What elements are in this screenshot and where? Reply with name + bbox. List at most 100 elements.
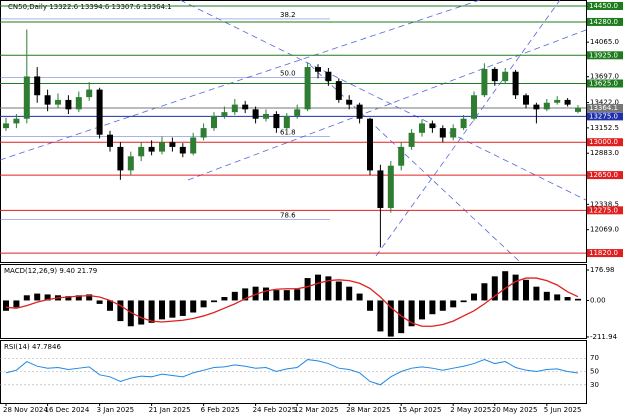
candle-body [252,109,259,119]
macd-bar [23,295,30,301]
level-label: 13625.0 [589,79,618,87]
macd-bar [460,300,467,303]
candle-body [502,71,509,82]
candle-body [263,114,269,119]
level-box [587,171,623,180]
candle-body [471,95,477,119]
candle-body [107,134,113,147]
x-tick-label: 2 May 2025 [450,406,491,414]
level-box [587,1,623,10]
level-box [587,51,623,60]
macd-bar [471,293,477,301]
level-label: 13925.0 [589,51,618,59]
macd-bar [450,300,457,308]
level-box [587,206,623,215]
x-tick-label: 21 Jan 2025 [149,406,191,414]
candle-body [512,71,519,96]
candle-body [211,115,217,129]
candle-body [491,68,498,82]
macd-bar [377,300,384,332]
candle-body [419,123,425,133]
level-box [587,112,623,121]
candle-body [34,76,41,96]
candle-body [200,128,207,138]
y-tick-label: 12069.0 [590,226,619,234]
macd-bar [273,290,280,301]
candle-body [325,71,332,82]
level-label: 13364.1 [589,104,618,112]
x-tick-label: 15 Apr 2025 [398,406,441,414]
macd-bar [419,300,425,320]
macd-bar [169,300,176,318]
candle-body [231,104,238,113]
macd-bar [127,300,134,327]
macd-bar [179,300,186,316]
candle-body [575,108,581,112]
macd-bar [211,300,217,303]
candle-body [387,165,394,208]
macd-bar [65,296,72,301]
macd-bar [335,281,342,301]
macd-bar [148,300,155,323]
y-tick-label: 12338.5 [590,200,619,208]
fib-label: 61.8 [280,128,296,136]
macd-bar [398,300,405,334]
candle-body [13,118,20,124]
candle-body [242,104,249,110]
level-box [587,104,623,113]
macd-bar [221,297,228,301]
y-tick-label: 13697.0 [590,73,619,81]
macd-bar [242,288,249,301]
level-box [587,17,623,26]
candle-body [127,156,134,171]
x-tick-label: 24 Feb 2025 [253,406,297,414]
macd-label: MACD(12,26,9) 9.40 21.79 [4,267,97,275]
candle-body [283,115,290,129]
fib-label: 50.0 [280,70,296,78]
macd-bar [86,294,93,301]
level-box [587,249,623,258]
candle-body [533,104,540,110]
macd-bar [543,291,550,301]
price-panel [0,0,587,263]
level-label: 13000.0 [589,138,618,146]
x-tick-label: 6 Feb 2025 [201,406,240,414]
macd-bar [429,300,436,315]
macd-bar [523,279,529,301]
candle-body [554,99,561,103]
level-box [587,79,623,88]
x-tick-label: 20 May 2025 [492,406,538,414]
candle-body [179,146,186,154]
candle-body [159,142,165,152]
rsi-panel [0,340,587,404]
macd-bar [34,293,41,301]
candle-body [55,99,61,105]
candle-body [96,89,103,135]
x-tick-label: 28 Mar 2025 [346,406,390,414]
rsi-line [5,359,579,386]
candle-body [86,89,93,98]
macd-bar [304,278,311,301]
rsi-label: RSI(14) 47.7846 [4,343,61,351]
candle-body [335,81,342,100]
candle-body [315,67,321,72]
candle-body [273,114,280,129]
level-label: 13275.0 [589,112,618,120]
macd-bar [367,300,373,311]
macd-bar [107,300,113,311]
macd-bar [231,291,238,301]
macd-bar [502,271,509,301]
y-tick-label: 30 [590,381,599,389]
macd-bar [159,300,165,320]
macd-bar [138,300,145,325]
candle-body [169,142,176,147]
candle-body [75,97,82,110]
candle-body [304,67,311,110]
fib-label: 78.6 [280,211,296,219]
macd-bar [481,283,488,301]
macd-bar [263,287,269,301]
candle-body [44,95,51,105]
x-tick-label: 12 Mar 2025 [294,406,338,414]
macd-bar [325,276,332,301]
